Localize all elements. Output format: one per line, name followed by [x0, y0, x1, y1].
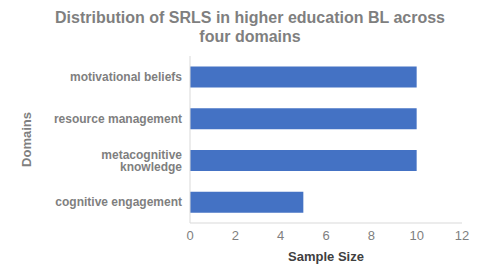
svg-text:resource management: resource management	[54, 112, 182, 126]
svg-text:12: 12	[455, 228, 469, 243]
svg-text:2: 2	[232, 228, 239, 243]
svg-text:4: 4	[277, 228, 284, 243]
svg-text:8: 8	[368, 228, 375, 243]
svg-text:6: 6	[322, 228, 329, 243]
svg-text:Domains: Domains	[19, 112, 34, 167]
svg-text:Sample Size: Sample Size	[288, 249, 364, 264]
svg-text:metacognitiveknowledge: metacognitiveknowledge	[101, 148, 182, 174]
svg-text:motivational beliefs: motivational beliefs	[70, 70, 182, 84]
svg-text:10: 10	[409, 228, 423, 243]
svg-text:0: 0	[186, 228, 193, 243]
html-text:Distribution of SRLS in higher: Distribution of SRLS in higher education…	[55, 9, 445, 45]
svg-text:cognitive engagement: cognitive engagement	[55, 195, 182, 209]
